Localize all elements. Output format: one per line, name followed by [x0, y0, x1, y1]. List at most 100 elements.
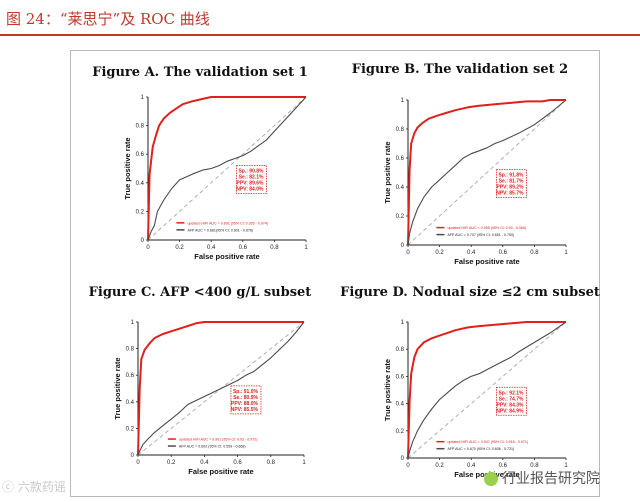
y-tick-label: 0.8 — [136, 124, 145, 130]
reference-diagonal — [407, 99, 567, 246]
legend-label: updated HIFI AUC = 0.955 (95% CI: 0.93 -… — [447, 226, 526, 230]
stat-value: Sp.: 92.1% — [498, 390, 524, 396]
stat-value: NPV: 84.0% — [236, 187, 264, 193]
y-axis-label: True positive rate — [123, 137, 132, 199]
x-tick-label: 0 — [146, 245, 150, 251]
x-tick-label: 0.4 — [467, 463, 476, 469]
roc-curve-afp — [407, 99, 567, 246]
roc-curve-hifi — [147, 96, 306, 241]
x-tick-label: 1 — [564, 250, 568, 256]
x-tick-label: 0.6 — [499, 463, 508, 469]
stat-value: Se.: 74.7% — [499, 396, 524, 402]
y-tick-label: 0.4 — [396, 402, 405, 408]
chart-title: Figure C. AFP <400 g/L subset — [89, 285, 312, 300]
y-tick-label: 0.8 — [396, 347, 405, 353]
roc-curve-hifi — [137, 321, 304, 456]
stat-value: NPV: 84.9% — [496, 408, 524, 414]
x-tick-label: 0.4 — [207, 245, 216, 251]
y-tick-label: 0.6 — [126, 373, 135, 379]
legend-label: updated HIFI AUC = 0.901 (95% CI: 0.92 -… — [179, 438, 258, 442]
x-tick-label: 0.6 — [499, 250, 508, 256]
chart-title: Figure B. The validation set 2 — [352, 62, 568, 77]
stat-value: Se.: 82.1% — [239, 175, 264, 181]
x-tick-label: 0.8 — [530, 250, 539, 256]
stat-value: PPV: 89.2% — [497, 185, 525, 191]
stat-value: PPV: 88.0% — [231, 401, 259, 407]
watermark-left: ⓒ 六款药谣 — [2, 480, 66, 494]
x-tick-label: 0.6 — [233, 460, 242, 466]
stat-value: NPV: 85.7% — [496, 191, 524, 197]
y-tick-label: 0.8 — [396, 127, 405, 133]
y-tick-label: 0.2 — [136, 209, 145, 215]
y-tick-label: 0.4 — [126, 400, 135, 406]
chart-panel-b: Figure B. The validation set 2 0 0.2 0.4 0.6… — [352, 62, 569, 266]
y-tick-label: 0 — [141, 238, 145, 244]
x-tick-label: 0.2 — [175, 245, 184, 251]
x-tick-label: 0.6 — [239, 245, 248, 251]
legend-label: AFP AUC = 0.707 (95% CI: 0.651 - 0.760) — [447, 233, 514, 237]
watermark-right: 行业报告研究院 — [484, 468, 600, 488]
reference-diagonal — [407, 321, 567, 459]
chart-panel-c: Figure C. AFP <400 g/L subset 0 0.2 0.4 0.6 0… — [89, 285, 312, 476]
figure-caption: 图 24：“莱思宁”及 ROC 曲线 — [6, 10, 210, 28]
x-tick-label: 0.4 — [200, 460, 209, 466]
x-tick-label: 0 — [406, 463, 410, 469]
x-tick-label: 0.8 — [267, 460, 276, 466]
x-axis-label: False positive rate — [188, 467, 253, 476]
y-tick-label: 0.6 — [136, 152, 145, 158]
legend-label: AFP AUC = 0.670 (95% CI: 0.606 - 0.731) — [447, 447, 514, 451]
x-tick-label: 1 — [302, 460, 306, 466]
x-tick-label: 0.4 — [467, 250, 476, 256]
legend-label: updated HIFI AUC = 0.891 (95% CI: 0.926 … — [187, 221, 268, 225]
x-tick-label: 0 — [406, 250, 410, 256]
x-axis-label: False positive rate — [454, 257, 519, 266]
y-tick-label: 1 — [401, 98, 405, 104]
stats-box — [230, 385, 262, 415]
y-tick-label: 0.4 — [396, 185, 405, 191]
x-tick-label: 0.2 — [435, 250, 444, 256]
y-tick-label: 0 — [401, 243, 405, 249]
roc-curve-afp — [147, 96, 307, 241]
y-tick-label: 0 — [401, 456, 405, 462]
x-tick-label: 0.2 — [435, 463, 444, 469]
figure-frame — [70, 50, 600, 497]
x-tick-label: 0.8 — [270, 245, 279, 251]
roc-curve-afp — [137, 321, 305, 456]
y-tick-label: 0.6 — [396, 156, 405, 162]
reference-diagonal — [147, 96, 307, 241]
y-tick-label: 1 — [141, 95, 145, 101]
y-tick-label: 1 — [131, 320, 135, 326]
roc-curve-afp — [407, 321, 567, 459]
roc-curve-hifi — [407, 321, 566, 459]
stat-value: NPV: 85.5% — [231, 407, 259, 413]
stat-value: Se.: 80.9% — [233, 395, 258, 401]
stat-value: Se.: 81.7% — [499, 179, 524, 185]
legend-label: AFP AUC = 0.681(95% CI: 0.601 - 0.676) — [187, 228, 253, 232]
y-tick-label: 1 — [401, 320, 405, 326]
chart-title: Figure A. The validation set 1 — [92, 65, 308, 80]
stats-box — [496, 386, 527, 416]
y-tick-label: 0.2 — [396, 214, 405, 220]
x-tick-label: 0 — [136, 460, 140, 466]
x-tick-label: 1 — [564, 463, 568, 469]
chart-title: Figure D. Nodual size ≤2 cm subset — [340, 285, 600, 300]
y-tick-label: 0.2 — [126, 426, 135, 432]
wechat-icon — [484, 472, 498, 486]
x-tick-label: 1 — [304, 245, 308, 251]
watermark-right-text: 行业报告研究院 — [502, 471, 600, 487]
y-axis-label: True positive rate — [383, 141, 392, 203]
legend-label: AFP AUC = 0.602 (95% CI: 0.559 - 0.668) — [179, 445, 246, 449]
y-tick-label: 0.6 — [396, 374, 405, 380]
x-axis-label: False positive rate — [194, 252, 259, 261]
roc-curve-hifi — [407, 99, 566, 246]
stat-value: PPV: 89.6% — [237, 181, 265, 187]
stat-value: Sp.: 91.8% — [498, 173, 524, 179]
stat-value: Sp.: 91.0% — [233, 389, 259, 395]
legend-label: updated HIFI AUC = 0.947 (95% CI: 0.918 … — [447, 440, 528, 444]
stats-box — [496, 169, 527, 198]
stat-value: PPV: 84.3% — [497, 402, 525, 408]
x-tick-label: 0.8 — [530, 463, 539, 469]
y-tick-label: 0.2 — [396, 429, 405, 435]
y-tick-label: 0 — [131, 453, 135, 459]
x-tick-label: 0.2 — [167, 460, 176, 466]
